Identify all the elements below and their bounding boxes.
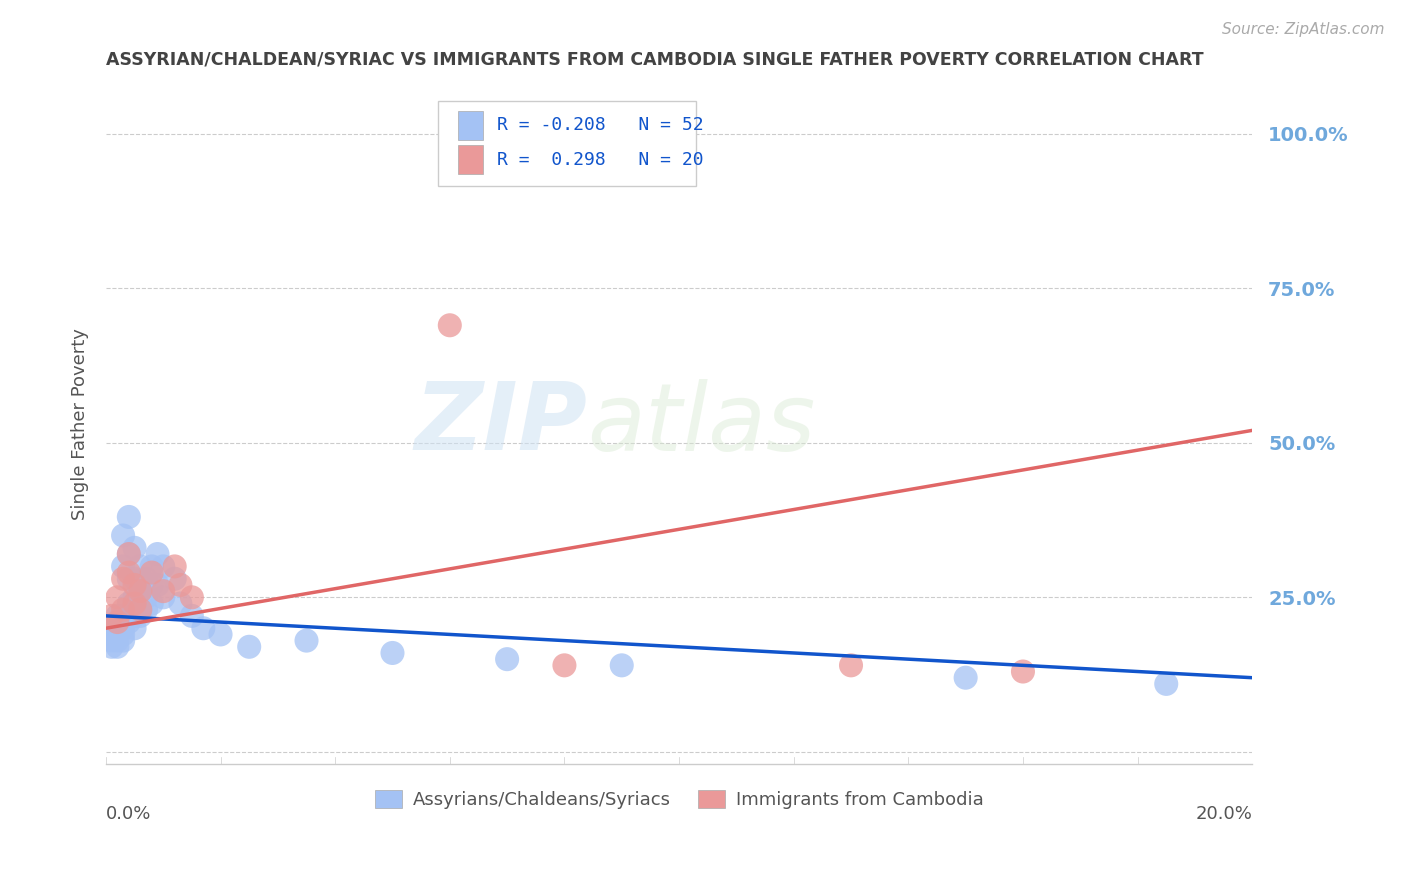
Point xyxy=(129,559,152,574)
Point xyxy=(100,627,122,641)
Text: R =  0.298   N = 20: R = 0.298 N = 20 xyxy=(496,151,703,169)
Point xyxy=(112,621,135,635)
Point xyxy=(112,627,135,641)
Point xyxy=(180,591,202,605)
Point xyxy=(129,603,152,617)
Point xyxy=(118,566,141,580)
Point xyxy=(112,633,135,648)
FancyBboxPatch shape xyxy=(458,112,484,140)
Point xyxy=(124,608,146,623)
Point xyxy=(105,615,128,629)
Point xyxy=(152,584,174,599)
Text: ZIP: ZIP xyxy=(415,378,588,470)
Point xyxy=(152,559,174,574)
Point xyxy=(112,603,135,617)
Point xyxy=(146,547,169,561)
Text: 0.0%: 0.0% xyxy=(105,805,152,823)
Point xyxy=(129,608,152,623)
Point xyxy=(105,640,128,654)
Point xyxy=(141,566,163,580)
Point xyxy=(169,597,191,611)
Point xyxy=(118,547,141,561)
Point xyxy=(1012,665,1035,679)
Point xyxy=(1154,677,1177,691)
FancyBboxPatch shape xyxy=(439,101,696,186)
Point xyxy=(193,621,215,635)
Text: atlas: atlas xyxy=(588,379,815,470)
Point xyxy=(135,603,157,617)
Y-axis label: Single Father Poverty: Single Father Poverty xyxy=(72,328,89,520)
Point xyxy=(135,572,157,586)
Point xyxy=(124,578,146,592)
Point xyxy=(129,603,152,617)
Point xyxy=(439,318,461,333)
Point xyxy=(163,559,186,574)
Point xyxy=(141,597,163,611)
Point xyxy=(124,541,146,555)
Point xyxy=(124,621,146,635)
Point xyxy=(152,591,174,605)
Point xyxy=(180,608,202,623)
Point xyxy=(610,658,633,673)
Point xyxy=(839,658,862,673)
Point xyxy=(112,559,135,574)
Point xyxy=(169,578,191,592)
Point xyxy=(118,510,141,524)
Point xyxy=(105,627,128,641)
FancyBboxPatch shape xyxy=(458,145,484,174)
Point xyxy=(105,615,128,629)
Point xyxy=(129,584,152,599)
Text: R = -0.208   N = 52: R = -0.208 N = 52 xyxy=(496,116,703,134)
Point xyxy=(124,572,146,586)
Point xyxy=(112,572,135,586)
Point xyxy=(105,608,128,623)
Point xyxy=(112,528,135,542)
Point xyxy=(496,652,519,666)
Point xyxy=(100,640,122,654)
Point xyxy=(955,671,977,685)
Point xyxy=(141,578,163,592)
Point xyxy=(100,621,122,635)
Text: ASSYRIAN/CHALDEAN/SYRIAC VS IMMIGRANTS FROM CAMBODIA SINGLE FATHER POVERTY CORRE: ASSYRIAN/CHALDEAN/SYRIAC VS IMMIGRANTS F… xyxy=(105,51,1204,69)
Point xyxy=(118,547,141,561)
Point xyxy=(209,627,232,641)
Point xyxy=(295,633,318,648)
Text: Source: ZipAtlas.com: Source: ZipAtlas.com xyxy=(1222,22,1385,37)
Point xyxy=(105,621,128,635)
Point xyxy=(112,608,135,623)
Point xyxy=(238,640,260,654)
Point xyxy=(118,615,141,629)
Point xyxy=(163,572,186,586)
Point xyxy=(141,559,163,574)
Point xyxy=(100,608,122,623)
Point xyxy=(381,646,404,660)
Point xyxy=(129,584,152,599)
Point xyxy=(124,591,146,605)
Text: 20.0%: 20.0% xyxy=(1195,805,1253,823)
Point xyxy=(100,633,122,648)
Point xyxy=(118,597,141,611)
Point xyxy=(118,572,141,586)
Point xyxy=(105,591,128,605)
Legend: Assyrians/Chaldeans/Syriacs, Immigrants from Cambodia: Assyrians/Chaldeans/Syriacs, Immigrants … xyxy=(367,782,991,816)
Point xyxy=(146,578,169,592)
Point xyxy=(135,591,157,605)
Point xyxy=(124,597,146,611)
Point xyxy=(105,633,128,648)
Point xyxy=(553,658,575,673)
